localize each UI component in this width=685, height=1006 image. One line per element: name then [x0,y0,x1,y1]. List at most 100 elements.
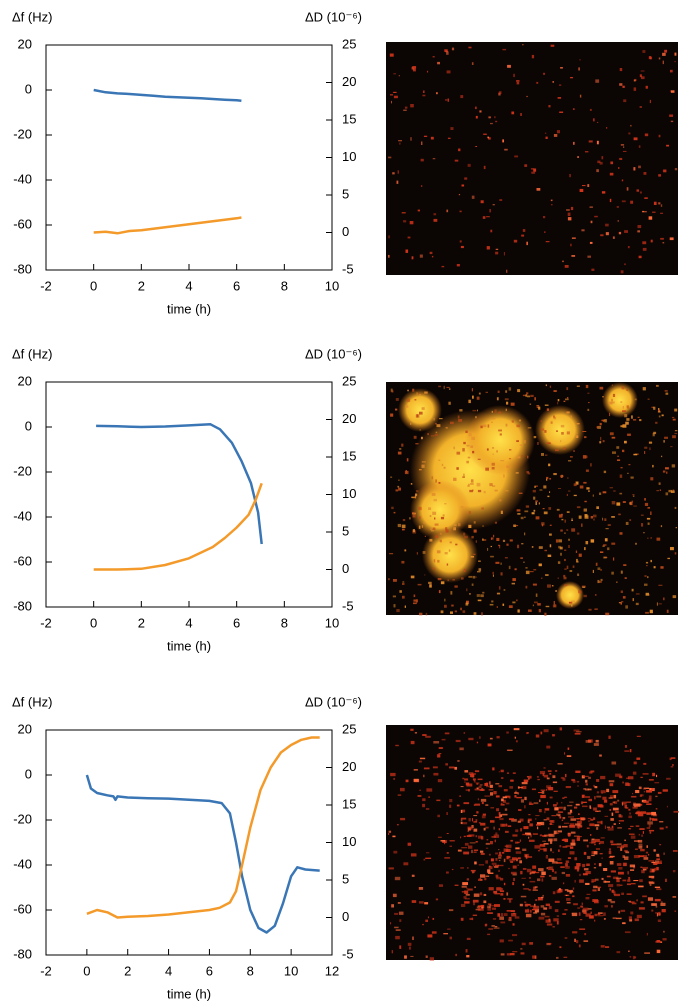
particle [607,547,610,551]
particle [555,590,557,592]
particle [556,956,559,959]
particle [670,90,675,93]
particle [516,858,518,862]
particle [455,543,458,546]
particle [441,265,445,268]
particle [622,424,627,428]
particle [597,425,602,429]
particle [501,888,503,891]
particle [613,557,615,561]
particle [500,893,504,896]
y-tick-label: -20 [13,811,32,826]
particle [516,440,519,442]
particle [402,595,405,599]
particle [640,866,643,868]
particle [543,767,546,769]
particle [620,270,624,274]
particle [477,835,483,839]
particle [581,585,586,588]
particle [549,796,553,799]
particle [545,855,548,859]
particle [438,884,443,887]
particle [663,440,665,443]
particle [554,807,559,811]
particle [648,216,653,220]
particle [650,559,652,563]
particle [657,913,660,916]
y-tick-label: -60 [13,901,32,916]
particle [563,400,566,402]
particle [517,792,519,795]
particle [521,234,525,237]
particle [629,502,632,505]
x-tick-label: 10 [325,278,339,293]
particle [507,64,511,68]
particle [507,469,509,473]
particle [658,134,661,138]
particle [391,950,393,954]
particle [644,197,648,199]
particle [640,70,645,72]
particle [509,786,513,789]
particle [426,852,430,854]
particle [468,432,472,437]
particle [390,94,393,96]
particle [575,770,581,773]
particle [511,818,517,822]
particle [475,115,478,119]
particle [557,399,560,402]
particle [389,53,394,57]
x-tick-label: 2 [138,615,145,630]
particle [594,608,598,610]
particle [638,907,645,910]
particle [526,95,528,98]
particle [614,893,620,897]
particle [410,955,414,957]
particle [432,56,435,58]
particle [474,770,480,773]
particle [435,898,439,901]
particle [627,472,629,474]
particle [599,161,603,165]
particle [512,882,515,886]
particle [521,785,527,790]
particle [390,922,392,925]
particle [511,420,514,423]
particle [393,91,397,93]
particle [659,844,662,846]
particle [446,563,449,566]
particle [414,495,417,499]
particle [487,907,491,911]
particle [416,552,418,555]
particle [498,869,500,872]
particle [543,216,546,219]
particle [661,455,663,458]
particle [431,255,434,258]
particle [489,853,491,856]
particle [494,409,497,413]
particle [576,731,582,733]
particle [545,136,548,139]
particle [656,858,660,860]
particle [548,858,555,862]
particle [619,83,623,86]
particle [505,408,507,412]
particle [418,887,424,890]
particle [529,839,535,842]
particle [495,816,501,819]
particle [510,839,513,842]
particle [524,805,526,809]
particle [500,769,504,773]
particle [392,893,397,898]
y-tick-label: 0 [25,766,32,781]
particle [412,529,415,533]
particle [609,803,613,806]
particle [575,803,580,806]
particle [629,901,635,903]
particle [491,925,495,927]
particle [482,525,484,527]
particle [421,461,426,463]
particle [415,414,420,418]
particle [413,435,417,439]
particle [439,418,443,420]
